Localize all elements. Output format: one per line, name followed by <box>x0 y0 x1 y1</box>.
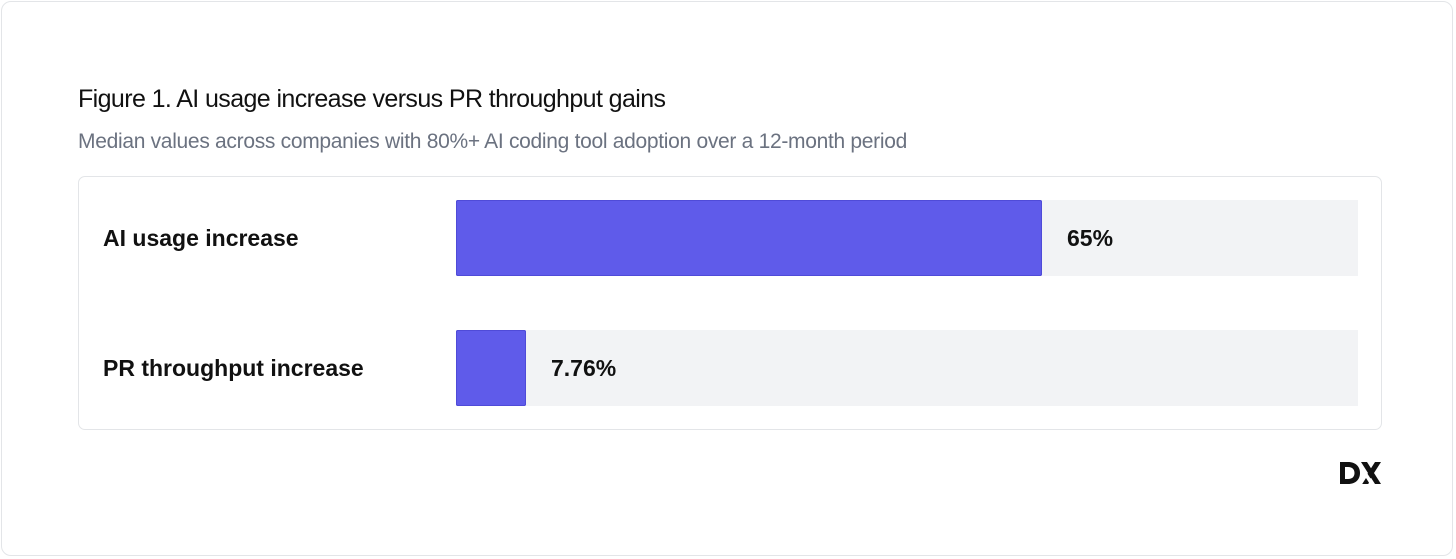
chart-row-ai-usage: AI usage increase 65% <box>79 200 1381 276</box>
bar-track: 65% <box>456 200 1358 276</box>
bar-track: 7.76% <box>456 330 1358 406</box>
category-label: PR throughput increase <box>103 355 364 381</box>
value-label: 65% <box>1067 225 1114 251</box>
figure-subtitle: Median values across companies with 80%+… <box>78 130 907 153</box>
bar <box>456 200 1042 276</box>
dx-logo-icon <box>1340 462 1381 484</box>
bar <box>456 330 526 406</box>
chart-row-pr-throughput: PR throughput increase 7.76% <box>79 330 1381 406</box>
bar-chart: AI usage increase 65% PR throughput incr… <box>78 176 1382 430</box>
value-label: 7.76% <box>551 355 617 381</box>
category-label: AI usage increase <box>103 225 299 251</box>
figure-title: Figure 1. AI usage increase versus PR th… <box>78 85 666 113</box>
